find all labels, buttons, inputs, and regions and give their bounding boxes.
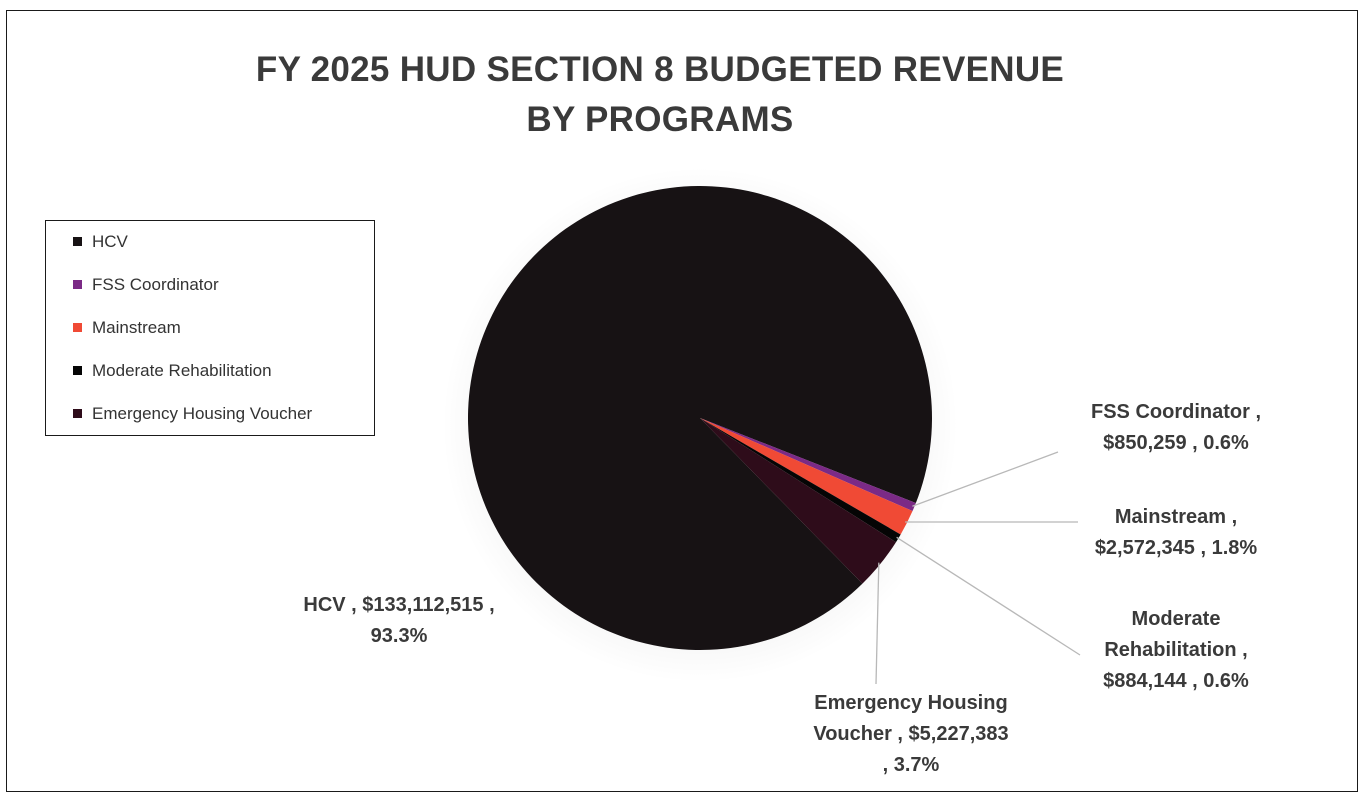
- pie-slice-moderate-rehabilitation: [700, 418, 901, 543]
- data-label-moderate-rehabilitation: Moderate Rehabilitation , $884,144 , 0.6…: [1060, 604, 1292, 697]
- legend-item-fss-coordinator: FSS Coordinator: [73, 274, 219, 296]
- legend-label-mainstream: Mainstream: [92, 318, 181, 337]
- data-label-fss-coordinator-line-2: $850,259 , 0.6%: [1103, 432, 1249, 454]
- chart-title-line-2: BY PROGRAMS: [526, 100, 794, 139]
- data-label-moderate-rehabilitation-line-3: $884,144 , 0.6%: [1103, 670, 1249, 692]
- legend-swatch-moderate-rehabilitation: [73, 366, 82, 376]
- pie-slice-emergency-housing-voucher: [700, 418, 896, 584]
- legend-swatch-mainstream: [73, 323, 82, 333]
- data-label-mainstream-line-1: Mainstream ,: [1114, 506, 1238, 528]
- data-label-hcv-line-1: HCV , $133,112,515 ,: [303, 594, 495, 616]
- chart-frame: [6, 10, 1358, 792]
- chart-title-line-1: FY 2025 HUD SECTION 8 BUDGETED REVENUE: [255, 50, 1065, 89]
- data-label-emergency-housing-voucher-line-3: , 3.7%: [882, 754, 940, 776]
- data-label-moderate-rehabilitation-line-1: Moderate: [1131, 608, 1221, 630]
- legend-item-mainstream: Mainstream: [73, 317, 181, 339]
- legend-item-moderate-rehabilitation: Moderate Rehabilitation: [73, 360, 272, 382]
- data-label-fss-coordinator: FSS Coordinator , $850,259 , 0.6%: [1060, 397, 1292, 459]
- leader-line-moderate-rehabilitation: [896, 536, 1081, 656]
- legend-swatch-hcv: [73, 237, 82, 247]
- leader-line-fss-coordinator: [912, 451, 1059, 507]
- data-label-mainstream-line-2: $2,572,345 , 1.8%: [1094, 537, 1258, 559]
- legend-item-hcv: HCV: [73, 231, 128, 253]
- data-label-moderate-rehabilitation-line-2: Rehabilitation ,: [1104, 639, 1248, 661]
- legend-label-hcv: HCV: [92, 232, 128, 251]
- legend-label-moderate-rehabilitation: Moderate Rehabilitation: [92, 361, 272, 380]
- data-label-fss-coordinator-line-1: FSS Coordinator ,: [1091, 401, 1261, 423]
- data-label-emergency-housing-voucher: Emergency Housing Voucher , $5,227,383 ,…: [778, 688, 1044, 781]
- legend-item-emergency-housing-voucher: Emergency Housing Voucher: [73, 403, 312, 425]
- legend-swatch-fss-coordinator: [73, 280, 82, 290]
- chart-legend: HCV FSS Coordinator Mainstream Moderate …: [45, 220, 375, 436]
- legend-label-emergency-housing-voucher: Emergency Housing Voucher: [92, 404, 313, 423]
- legend-label-fss-coordinator: FSS Coordinator: [92, 275, 219, 294]
- pie-slice-fss-coordinator: [700, 418, 916, 512]
- data-label-hcv: HCV , $133,112,515 , 93.3%: [268, 590, 530, 652]
- pie-slice-mainstream: [700, 418, 913, 535]
- data-label-emergency-housing-voucher-line-1: Emergency Housing: [814, 692, 1008, 714]
- leader-line-emergency-housing-voucher: [875, 562, 880, 685]
- legend-swatch-emergency-housing-voucher: [73, 409, 82, 419]
- data-label-mainstream: Mainstream , $2,572,345 , 1.8%: [1060, 502, 1292, 564]
- data-label-hcv-line-2: 93.3%: [370, 625, 428, 647]
- data-label-emergency-housing-voucher-line-2: Voucher , $5,227,383: [813, 723, 1009, 745]
- pie-slice-hcv: [467, 185, 932, 650]
